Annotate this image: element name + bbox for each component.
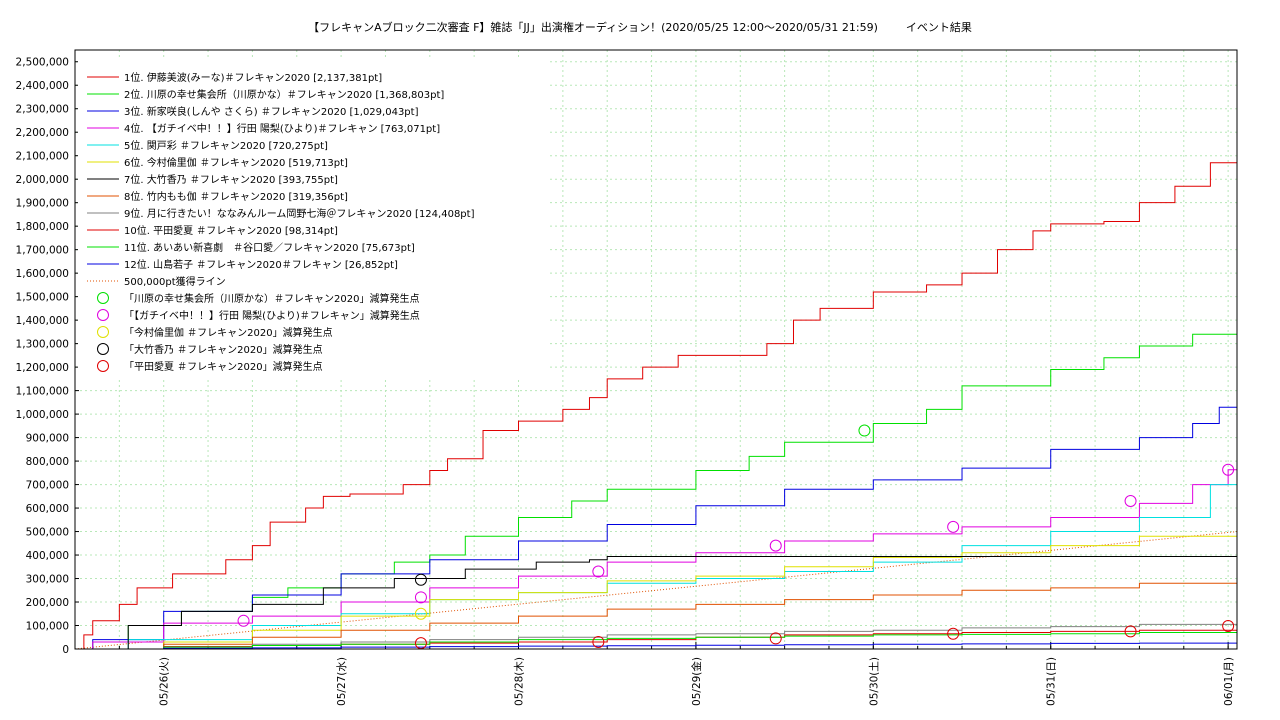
legend-marker-5: [97, 360, 109, 372]
y-tick-label: 1,600,000: [16, 268, 69, 280]
marker-point-2: [1222, 463, 1235, 476]
y-tick-label: 0: [62, 644, 69, 656]
y-tick-label: 1,000,000: [16, 409, 69, 421]
legend-label-7: 7位. 大竹香乃 ＃フレキャン2020 [393,755pt]: [124, 173, 338, 186]
marker-point-3: [414, 607, 427, 620]
series-lines: [75, 146, 1238, 650]
y-tick-label: 100,000: [26, 621, 69, 633]
x-axis-ticks: 05/26(火) 05/27(水) 05/28(木) 05/29(金) 05/30(土)…: [74, 642, 1235, 706]
series-line-6: [75, 526, 1238, 650]
legend-marker-label-4: 「大竹香乃 ＃フレキャン2020」減算発生点: [124, 343, 323, 356]
marker-point-2: [237, 614, 250, 627]
y-tick-label: 300,000: [26, 574, 69, 586]
legend: 1位. 伊藤美波(みーな)＃フレキャン2020 [2,137,381pt] 2位.…: [78, 58, 548, 378]
legend-label-11: 11位. あいあい新喜劇 ＃谷口愛／フレキャン2020 [75,673pt]: [124, 241, 415, 254]
legend-label-9: 9位. 月に行きたい！ななみんルーム岡野七海＠フレキャン2020 [124,40…: [124, 207, 475, 220]
marker-point-1: [858, 424, 871, 437]
legend-label-6: 6位. 今村倫里伽 ＃フレキャン2020 [519,713pt]: [124, 156, 348, 169]
y-tick-label: 900,000: [26, 433, 69, 445]
plot-frame: [74, 49, 1238, 650]
x-tick-label: 05/31(日): [1046, 657, 1058, 706]
legend-marker-1: [97, 292, 109, 304]
chart-title: 【フレキャンAブロック二次審査 F】雑誌「JJ」出演権オーディション！(2020…: [308, 21, 972, 34]
y-tick-label: 1,300,000: [16, 339, 69, 351]
legend-label-4: 4位. 【ガチイベ中！！】行田 陽梨(ひより)＃フレキャン [763,071pt…: [124, 122, 440, 135]
y-tick-label: 2,500,000: [16, 57, 69, 69]
legend-marker-label-1: 「川原の幸せ集会所（川原かな）＃フレキャン2020」減算発生点: [124, 292, 419, 305]
x-tick-label: 06/01(月): [1223, 657, 1235, 706]
series-line-9: [75, 619, 1238, 650]
series-line-11: [75, 631, 1238, 650]
y-tick-label: 1,800,000: [16, 221, 69, 233]
legend-marker-3: [97, 326, 109, 338]
y-tick-label: 1,100,000: [16, 386, 69, 398]
y-tick-label: 2,200,000: [16, 127, 69, 139]
marker-point-5: [592, 635, 605, 648]
series-line-8: [75, 573, 1238, 650]
legend-label-12: 12位. 山島若子 ＃フレキャン2020＃フレキャン [26,852pt]: [124, 258, 398, 271]
series-line-1: [75, 146, 1238, 650]
legend-marker-2: [97, 309, 109, 321]
legend-label-reference: 500,000pt獲得ライン: [124, 275, 226, 288]
y-tick-label: 2,400,000: [16, 80, 69, 92]
y-tick-label: 800,000: [26, 456, 69, 468]
x-tick-label: 05/29(金): [690, 657, 703, 706]
series-line-7: [75, 556, 1237, 650]
marker-point-2: [1124, 495, 1137, 508]
y-tick-label: 400,000: [26, 550, 69, 562]
marker-points: [237, 424, 1235, 650]
series-line-12: [75, 642, 1238, 650]
legend-label-3: 3位. 新家咲良(しんや さくら) ＃フレキャン2020 [1,029,043p…: [124, 105, 419, 118]
x-tick-label: 05/28(木): [514, 657, 526, 706]
y-tick-label: 1,500,000: [16, 292, 69, 304]
y-tick-label: 200,000: [26, 597, 69, 609]
marker-point-5: [947, 627, 960, 640]
series-line-4: [75, 469, 1237, 650]
legend-label-5: 5位. 関戸彩 ＃フレキャン2020 [720,275pt]: [124, 139, 328, 152]
y-tick-label: 1,200,000: [16, 362, 69, 374]
legend-label-10: 10位. 平田愛夏 ＃フレキャン2020 [98,314pt]: [124, 224, 338, 237]
y-tick-label: 600,000: [26, 503, 69, 515]
legend-marker-label-2: 「【ガチイベ中！！】行田 陽梨(ひより)＃フレキャン」減算発生点: [124, 309, 420, 322]
x-tick-label: 05/27(水): [336, 657, 348, 706]
x-tick-label: 05/30(土): [867, 657, 880, 706]
legend-label-2: 2位. 川原の幸せ集会所（川原かな）＃フレキャン2020 [1,368,803p…: [124, 88, 444, 101]
legend-label-8: 8位. 竹内もも伽 ＃フレキャン2020 [319,356pt]: [124, 190, 348, 203]
legend-marker-4: [97, 343, 109, 355]
legend-marker-label-5: 「平田愛夏 ＃フレキャン2020」減算発生点: [124, 360, 323, 373]
y-tick-label: 1,900,000: [16, 198, 69, 210]
x-tick-label: 05/26(火): [159, 657, 171, 706]
marker-point-5: [769, 632, 782, 645]
legend-background: [78, 58, 548, 378]
series-line-3: [75, 406, 1237, 650]
legend-marker-label-3: 「今村倫里伽 ＃フレキャン2020」減算発生点: [124, 326, 333, 339]
marker-point-5: [1124, 625, 1137, 638]
y-tick-label: 1,700,000: [16, 245, 69, 257]
y-tick-label: 700,000: [26, 480, 69, 492]
marker-point-5: [1222, 619, 1235, 632]
marker-point-2: [947, 520, 960, 533]
y-axis-ticks: 0 100,000 200,000 300,000 400,000 500,000 600,…: [16, 57, 79, 656]
marker-point-4: [414, 573, 427, 586]
y-tick-label: 2,300,000: [16, 104, 69, 116]
marker-point-2: [592, 565, 605, 578]
legend-label-1: 1位. 伊藤美波(みーな)＃フレキャン2020 [2,137,381pt]: [124, 71, 382, 84]
marker-point-2: [414, 591, 427, 604]
marker-point-2: [769, 539, 782, 552]
y-tick-label: 500,000: [26, 527, 69, 539]
y-tick-label: 2,000,000: [16, 174, 69, 186]
y-tick-label: 2,100,000: [16, 151, 69, 163]
y-tick-label: 1,400,000: [16, 315, 69, 327]
